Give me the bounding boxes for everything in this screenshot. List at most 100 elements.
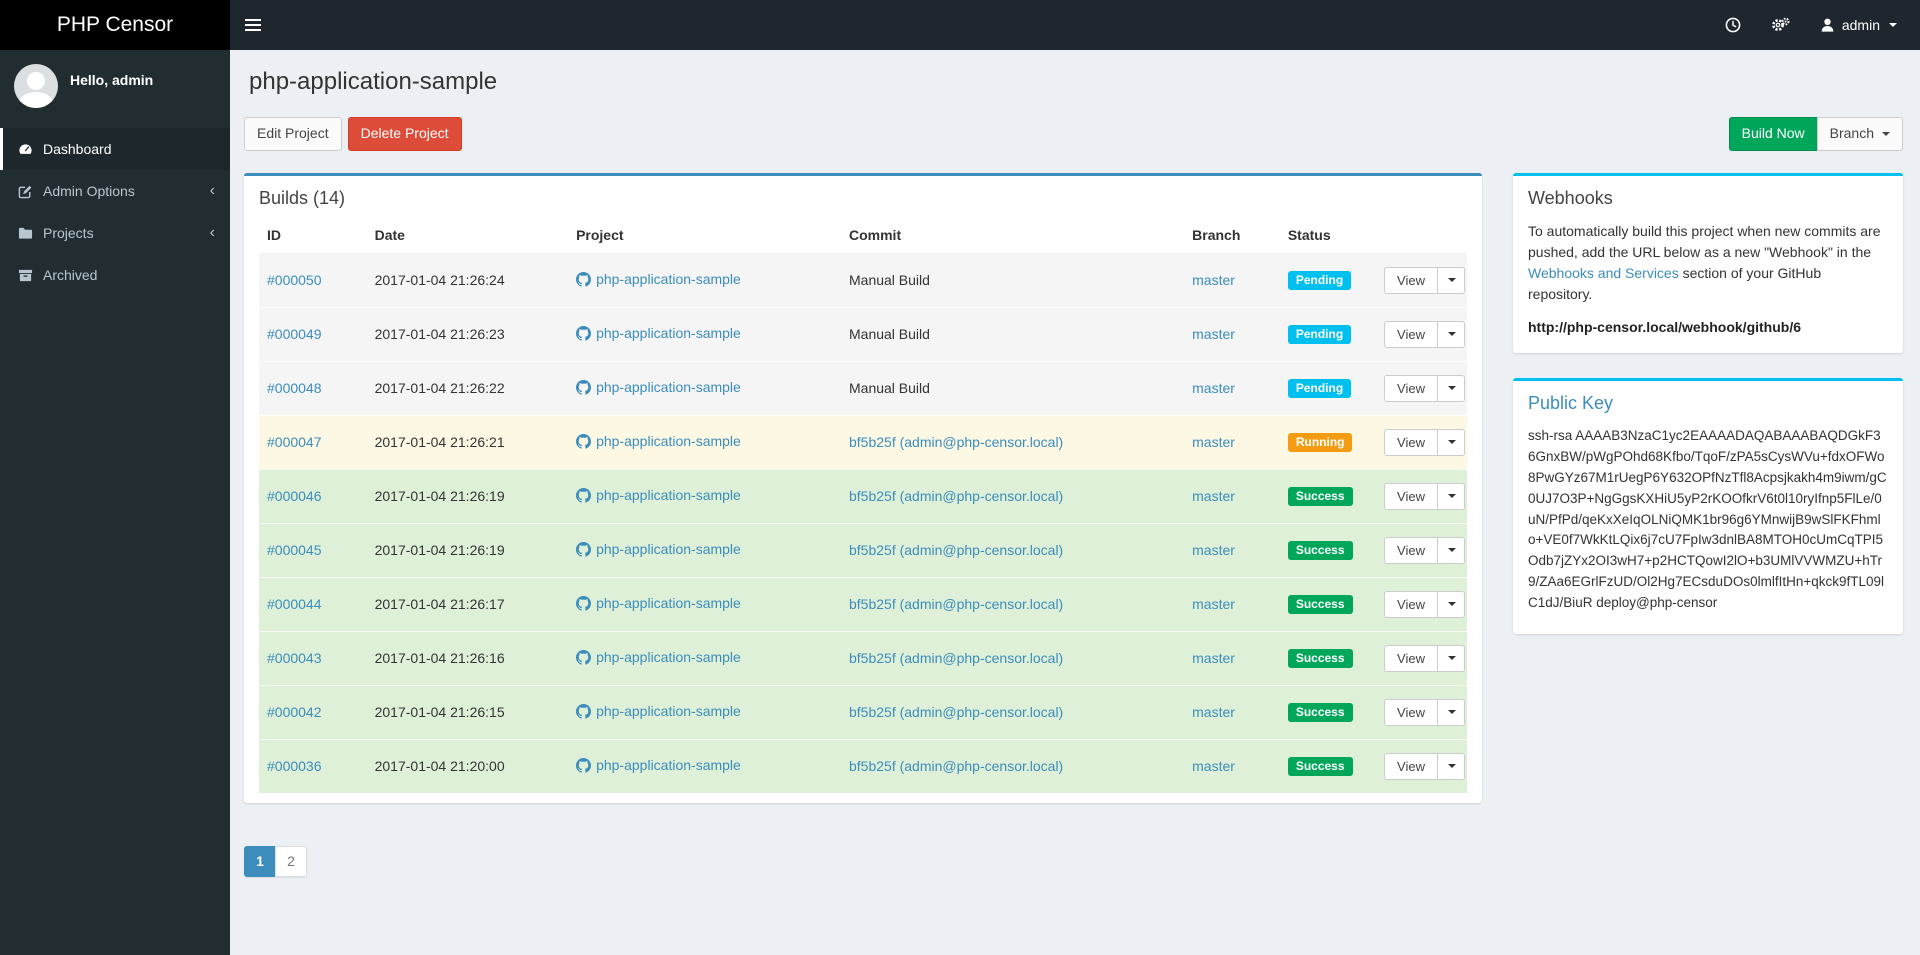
edit-project-button[interactable]: Edit Project	[244, 117, 342, 151]
sidebar-item-projects[interactable]: Projects ‹	[0, 212, 230, 254]
build-commit-link[interactable]: bf5b25f (admin@php-censor.local)	[849, 650, 1064, 667]
build-commit-link[interactable]: bf5b25f (admin@php-censor.local)	[849, 758, 1064, 775]
sidebar-toggle-button[interactable]	[230, 0, 275, 50]
table-header-row: ID Date Project Commit Branch Status	[259, 216, 1467, 254]
user-panel: Hello, admin	[0, 50, 230, 122]
public-key-value: ssh-rsa AAAAB3NzaC1yc2EAAAADAQABAAABAQDG…	[1528, 427, 1887, 611]
caret-down-icon	[1889, 23, 1897, 27]
caret-down-icon	[1448, 494, 1456, 499]
public-key-panel-title: Public Key	[1528, 392, 1614, 413]
build-branch-link[interactable]: master	[1192, 434, 1235, 451]
sidebar-item-admin-options[interactable]: Admin Options ‹	[0, 170, 230, 212]
pagination-page[interactable]: 1	[244, 845, 276, 877]
avatar	[14, 64, 58, 108]
build-id-link[interactable]: #000048	[267, 380, 322, 397]
view-button[interactable]: View	[1384, 536, 1438, 564]
build-branch-link[interactable]: master	[1192, 326, 1235, 343]
view-dropdown-toggle[interactable]	[1438, 374, 1465, 402]
build-id-link[interactable]: #000049	[267, 326, 322, 343]
view-dropdown-toggle[interactable]	[1438, 536, 1465, 564]
sidebar-item-label: Dashboard	[43, 141, 112, 157]
project-name: php-application-sample	[596, 703, 741, 720]
build-id-link[interactable]: #000047	[267, 434, 322, 451]
builds-table: ID Date Project Commit Branch Status #00…	[259, 216, 1467, 793]
build-id-link[interactable]: #000043	[267, 650, 322, 667]
view-button[interactable]: View	[1384, 428, 1438, 456]
view-button[interactable]: View	[1384, 320, 1438, 348]
view-dropdown-toggle[interactable]	[1438, 644, 1465, 672]
build-project-link[interactable]: php-application-sample	[576, 379, 741, 395]
build-commit-link[interactable]: bf5b25f (admin@php-censor.local)	[849, 704, 1064, 721]
project-name: php-application-sample	[596, 379, 741, 396]
view-dropdown-toggle[interactable]	[1438, 428, 1465, 456]
build-id-link[interactable]: #000042	[267, 704, 322, 721]
build-branch-link[interactable]: master	[1192, 758, 1235, 775]
public-key-panel: Public Key ssh-rsa AAAAB3NzaC1yc2EAAAADA…	[1513, 377, 1903, 635]
hamburger-icon	[244, 19, 261, 21]
view-button[interactable]: View	[1384, 374, 1438, 402]
view-dropdown-toggle[interactable]	[1438, 698, 1465, 726]
branch-dropdown-button[interactable]: Branch	[1816, 117, 1903, 151]
view-button[interactable]: View	[1384, 266, 1438, 294]
view-button[interactable]: View	[1384, 752, 1438, 780]
build-branch-link[interactable]: master	[1192, 596, 1235, 613]
build-branch-link[interactable]: master	[1192, 704, 1235, 721]
build-commit-link[interactable]: bf5b25f (admin@php-censor.local)	[849, 434, 1064, 451]
build-branch-link[interactable]: master	[1192, 488, 1235, 505]
view-dropdown-toggle[interactable]	[1438, 320, 1465, 348]
build-commit-link[interactable]: bf5b25f (admin@php-censor.local)	[849, 596, 1064, 613]
project-name: php-application-sample	[596, 595, 741, 612]
build-commit-link[interactable]: bf5b25f (admin@php-censor.local)	[849, 542, 1064, 559]
delete-project-button[interactable]: Delete Project	[347, 117, 462, 151]
build-project-link[interactable]: php-application-sample	[576, 757, 741, 773]
build-project-link[interactable]: php-application-sample	[576, 271, 741, 287]
build-id-link[interactable]: #000046	[267, 488, 322, 505]
project-name: php-application-sample	[596, 757, 741, 774]
build-branch-link[interactable]: master	[1192, 380, 1235, 397]
build-branch-link[interactable]: master	[1192, 542, 1235, 559]
clock-icon	[1725, 17, 1741, 33]
sidebar-menu: Dashboard Admin Options ‹ Projects ‹	[0, 128, 230, 296]
view-button[interactable]: View	[1384, 644, 1438, 672]
webhooks-panel: Webhooks To automatically build this pro…	[1513, 172, 1903, 353]
build-id-link[interactable]: #000044	[267, 596, 322, 613]
status-badge: Success	[1287, 486, 1353, 506]
build-project-link[interactable]: php-application-sample	[576, 649, 741, 665]
webhooks-panel-title: Webhooks	[1528, 187, 1613, 208]
page-title: php-application-sample	[249, 68, 498, 95]
view-dropdown-toggle[interactable]	[1438, 590, 1465, 618]
build-project-link[interactable]: php-application-sample	[576, 325, 741, 341]
settings-button[interactable]	[1756, 0, 1805, 50]
pagination-page[interactable]: 2	[275, 845, 307, 877]
build-project-link[interactable]: php-application-sample	[576, 541, 741, 557]
top-navbar: PHP Censor admin	[0, 0, 1920, 50]
view-dropdown-toggle[interactable]	[1438, 752, 1465, 780]
build-branch-link[interactable]: master	[1192, 272, 1235, 289]
view-button[interactable]: View	[1384, 482, 1438, 510]
build-branch-link[interactable]: master	[1192, 650, 1235, 667]
user-menu-button[interactable]: admin	[1805, 0, 1912, 50]
webhooks-services-link[interactable]: Webhooks and Services	[1528, 264, 1679, 281]
view-dropdown-toggle[interactable]	[1438, 266, 1465, 294]
build-commit-link[interactable]: bf5b25f (admin@php-censor.local)	[849, 488, 1064, 505]
build-project-link[interactable]: php-application-sample	[576, 595, 741, 611]
timeline-button[interactable]	[1710, 0, 1756, 50]
column-header-actions	[1375, 216, 1467, 254]
view-button[interactable]: View	[1384, 590, 1438, 618]
sidebar-item-archived[interactable]: Archived	[0, 254, 230, 296]
build-id-link[interactable]: #000036	[267, 758, 322, 775]
build-commit-text: Manual Build	[849, 272, 930, 289]
sidebar-item-dashboard[interactable]: Dashboard	[0, 128, 230, 170]
app-logo[interactable]: PHP Censor	[0, 0, 230, 50]
build-now-button[interactable]: Build Now	[1728, 117, 1818, 151]
build-id-link[interactable]: #000050	[267, 272, 322, 289]
build-project-link[interactable]: php-application-sample	[576, 703, 741, 719]
view-button[interactable]: View	[1384, 698, 1438, 726]
status-badge: Success	[1287, 594, 1353, 614]
table-row: #000046 2017-01-04 21:26:19 php-applicat…	[259, 468, 1467, 524]
build-id-link[interactable]: #000045	[267, 542, 322, 559]
caret-down-icon	[1448, 710, 1456, 715]
view-dropdown-toggle[interactable]	[1438, 482, 1465, 510]
build-project-link[interactable]: php-application-sample	[576, 487, 741, 503]
build-project-link[interactable]: php-application-sample	[576, 433, 741, 449]
